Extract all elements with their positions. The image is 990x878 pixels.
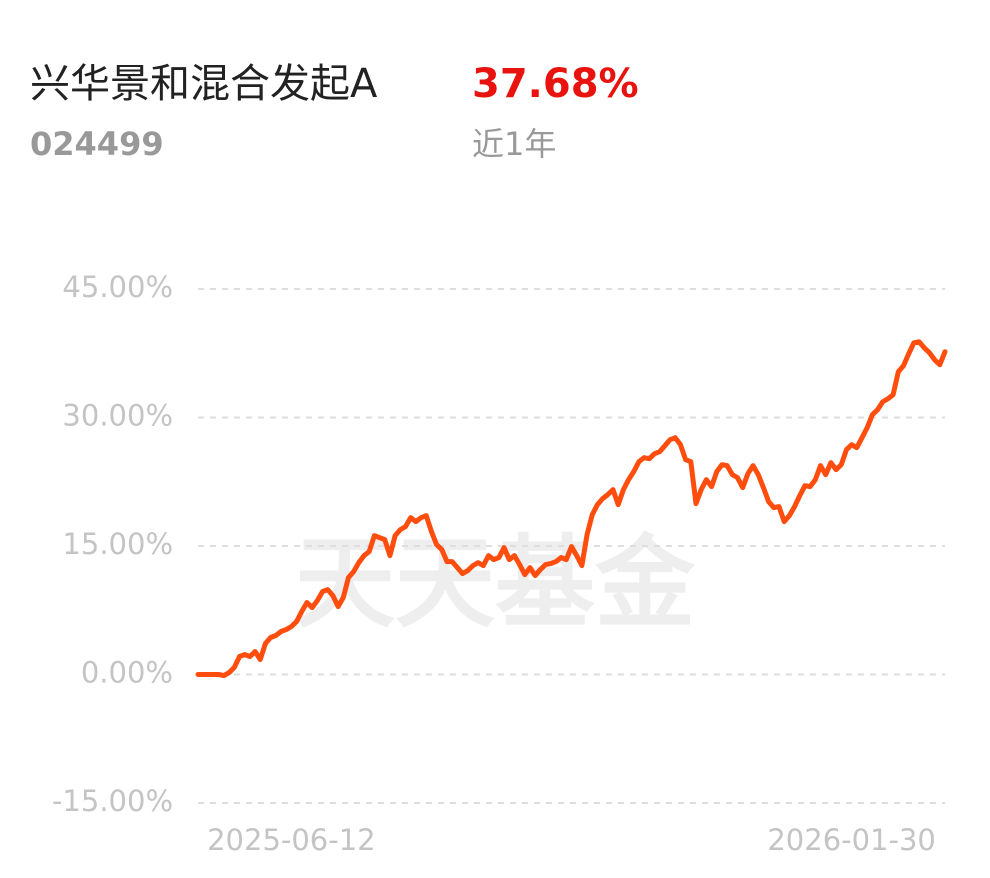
line-series	[195, 339, 948, 679]
y-tick-label: 0.00%	[81, 656, 173, 690]
watermark: 天天基金	[295, 524, 696, 641]
y-tick-label: -15.00%	[52, 784, 173, 818]
period-label: 近1年	[472, 125, 556, 163]
x-tick-label: 2025-06-12	[207, 823, 376, 857]
y-tick-label: 30.00%	[62, 399, 173, 433]
fund-code: 024499	[30, 125, 164, 163]
x-tick-label: 2026-01-30	[767, 823, 936, 857]
chart-title: 兴华景和混合发起A	[30, 61, 378, 107]
y-tick-label: 15.00%	[62, 527, 173, 561]
return-label: 37.68%	[472, 61, 639, 107]
y-tick-label: 45.00%	[62, 270, 173, 304]
